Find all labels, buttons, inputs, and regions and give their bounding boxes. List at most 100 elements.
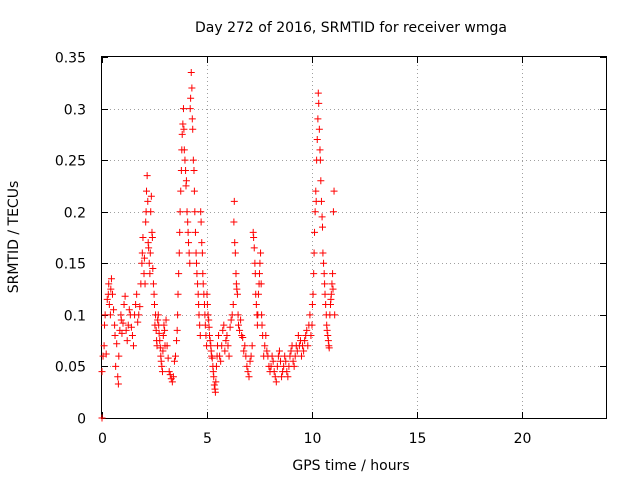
data-point	[175, 270, 183, 278]
data-point	[206, 331, 214, 339]
data-point	[323, 326, 331, 334]
data-point	[331, 311, 339, 319]
data-point	[192, 249, 200, 257]
data-point	[154, 311, 162, 319]
data-point	[197, 218, 205, 226]
data-point	[155, 329, 163, 337]
data-point	[319, 223, 326, 231]
data-point	[118, 329, 126, 337]
data-point	[133, 290, 141, 298]
data-point	[199, 270, 207, 278]
data-point	[136, 303, 144, 311]
data-point	[188, 115, 196, 123]
data-point	[319, 249, 327, 257]
data-point	[218, 342, 226, 350]
data-point	[179, 105, 187, 113]
data-point	[186, 105, 194, 113]
data-point	[315, 99, 323, 107]
data-point	[177, 187, 185, 195]
y-tick-label: 0.35	[55, 51, 86, 67]
data-point	[159, 331, 167, 339]
data-point	[138, 259, 146, 267]
data-point	[257, 249, 265, 257]
data-point	[318, 213, 326, 221]
data-point	[134, 318, 142, 326]
data-point	[195, 301, 203, 309]
data-point	[121, 292, 129, 300]
x-tick-label: 20	[514, 431, 532, 447]
data-point	[328, 280, 336, 288]
data-point	[198, 239, 206, 247]
data-point	[142, 218, 150, 226]
data-point	[100, 342, 108, 350]
x-tick-label: 0	[98, 431, 107, 447]
data-point	[107, 285, 115, 293]
data-point	[114, 373, 122, 381]
data-point	[180, 125, 188, 133]
data-point	[158, 362, 166, 370]
data-point	[231, 239, 239, 247]
y-tick-label: 0.25	[55, 154, 86, 170]
data-point	[211, 388, 219, 396]
data-point	[143, 172, 151, 180]
data-point	[197, 208, 205, 216]
data-point	[122, 326, 130, 334]
data-point	[184, 218, 192, 226]
data-point	[217, 357, 225, 365]
data-point	[195, 311, 203, 319]
data-point	[161, 326, 169, 334]
data-point	[270, 368, 278, 376]
axis-ticks	[102, 57, 606, 419]
data-point	[98, 414, 106, 422]
data-point	[102, 350, 110, 358]
data-point	[138, 249, 146, 257]
data-point	[212, 378, 220, 386]
data-point	[308, 301, 316, 309]
data-point	[227, 316, 235, 324]
data-point	[115, 352, 123, 360]
data-point	[152, 326, 160, 334]
data-point	[127, 323, 135, 331]
data-point	[320, 270, 328, 278]
data-point	[170, 357, 178, 365]
data-point	[130, 342, 137, 350]
data-point	[226, 323, 234, 331]
data-point	[233, 290, 241, 298]
data-point	[106, 311, 114, 319]
data-point	[119, 319, 127, 327]
data-point	[246, 357, 254, 365]
data-point	[135, 311, 143, 319]
plot-frame	[101, 56, 607, 419]
data-point	[310, 270, 318, 278]
data-point	[147, 208, 155, 216]
data-point	[258, 311, 266, 319]
data-point	[150, 290, 158, 298]
data-point	[180, 146, 188, 154]
x-tick-label: 5	[203, 431, 212, 447]
data-point	[287, 347, 295, 355]
data-point	[156, 337, 164, 345]
data-point	[183, 208, 191, 216]
data-point	[159, 347, 167, 355]
data-point	[188, 84, 196, 92]
data-point	[316, 146, 324, 154]
data-point	[112, 362, 120, 370]
data-point	[250, 234, 258, 241]
data-point	[178, 130, 186, 138]
data-point	[252, 301, 260, 309]
data-point	[210, 373, 218, 381]
data-point	[241, 342, 249, 350]
data-point	[274, 352, 282, 360]
data-point	[290, 362, 298, 370]
data-point	[149, 280, 157, 288]
x-tick-label: 10	[304, 431, 322, 447]
data-point	[123, 337, 131, 345]
data-point	[193, 270, 201, 278]
data-point	[140, 270, 148, 278]
data-point	[233, 285, 241, 293]
data-point	[316, 156, 324, 164]
data-point	[237, 316, 245, 324]
data-point	[243, 362, 251, 370]
data-point	[107, 275, 115, 283]
data-point	[329, 208, 337, 216]
